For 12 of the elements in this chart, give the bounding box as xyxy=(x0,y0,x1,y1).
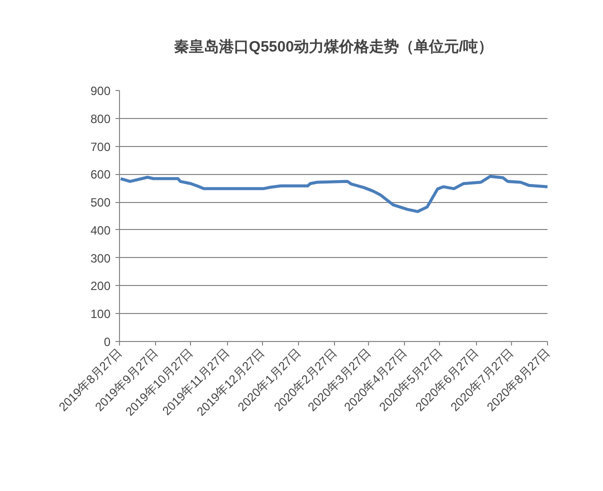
y-tick-label: 300 xyxy=(90,251,111,266)
chart-title: 秦皇岛港口Q5500动力煤价格走势（单位元/吨） xyxy=(174,38,494,56)
y-tick-label: 800 xyxy=(90,112,111,126)
y-tick-label: 700 xyxy=(90,140,111,154)
y-tick-label: 500 xyxy=(90,196,111,210)
y-tick-label: 600 xyxy=(90,168,111,182)
line-series xyxy=(120,174,548,214)
y-tick-label: 0 xyxy=(104,335,111,349)
y-tick-label: 400 xyxy=(90,223,111,238)
y-tick-label: 100 xyxy=(90,307,111,322)
y-tick-label: 900 xyxy=(90,84,111,98)
y-tick-label: 200 xyxy=(90,279,111,294)
